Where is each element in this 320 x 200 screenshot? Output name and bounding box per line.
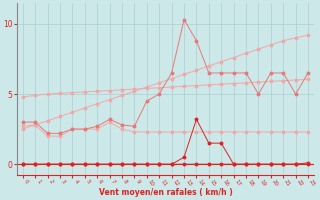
X-axis label: Vent moyen/en rafales ( km/h ): Vent moyen/en rafales ( km/h ) <box>99 188 232 197</box>
